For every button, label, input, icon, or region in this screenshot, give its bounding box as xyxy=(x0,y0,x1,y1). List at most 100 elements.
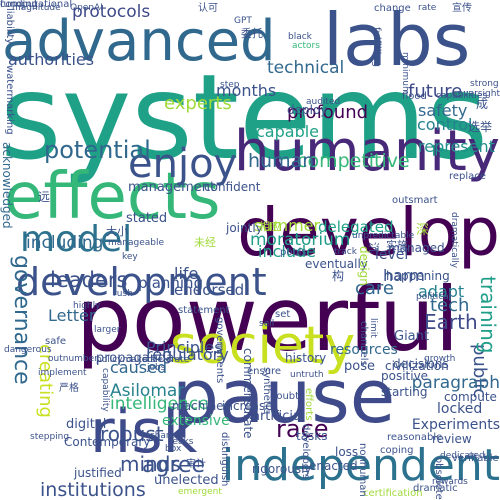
word-developers: developers xyxy=(300,424,311,480)
word-protocols: protocols xyxy=(72,2,151,22)
word-regulatory: regulatory xyxy=(146,345,229,364)
word-capable: capable xyxy=(256,122,320,141)
word-minds: minds xyxy=(120,452,181,476)
word-leaks: leaks xyxy=(170,437,194,447)
word-manageable: manageable xyxy=(108,238,165,248)
word-unpredictable: unpredictable xyxy=(352,231,415,241)
word-implement: implement xyxy=(38,368,87,378)
word-history: history xyxy=(285,351,327,365)
word-advanced: advanced xyxy=(2,9,276,74)
word-capability: capability xyxy=(100,368,110,412)
word-cjk-101: 委托 xyxy=(241,27,263,40)
word-step: step xyxy=(220,80,240,90)
word-dramatically: dramatically xyxy=(449,212,459,269)
word-capabilities: capabilities xyxy=(436,91,488,101)
word-minimum: minimum xyxy=(400,52,410,95)
word-development: development xyxy=(16,260,267,304)
word-cjk-96: 认可 xyxy=(198,3,218,14)
word-commensurate: commensurate xyxy=(241,348,255,439)
word-black: black xyxy=(288,32,312,42)
word-cjk-107: 选举 xyxy=(468,120,493,134)
word-intelligence: intelligence xyxy=(110,394,209,414)
word-watermarking: watermarking xyxy=(4,65,15,135)
word-box: box xyxy=(165,444,182,454)
word-cjk-106: 成 xyxy=(476,97,489,111)
word-robust: robust xyxy=(100,422,164,446)
word-rush: rush xyxy=(113,289,133,299)
word-stepping: stepping xyxy=(30,432,70,442)
word-computational: computational xyxy=(0,0,73,10)
word-policymakers: policymakers xyxy=(96,355,156,365)
word-effects: effects xyxy=(4,160,221,234)
word-gpt: GPT xyxy=(234,16,252,26)
word-dangerous: dangerous xyxy=(4,345,52,355)
word-liability: liability xyxy=(4,8,15,45)
word-set: set xyxy=(275,309,291,320)
word-reasonable: reasonable xyxy=(387,432,443,443)
word-cjk-117: 严格 xyxy=(59,383,79,394)
word-limit: limit xyxy=(368,318,378,338)
word-care: care xyxy=(355,278,395,299)
word-pools: pools xyxy=(280,247,307,258)
word-asilomar: Asilomar xyxy=(110,381,185,401)
word-letter: Letter xyxy=(48,306,96,325)
word-loss: loss xyxy=(335,445,359,459)
word-cjk-116: 审计 xyxy=(186,459,206,470)
word-stated: stated xyxy=(126,211,168,226)
word-experts: experts xyxy=(164,93,232,114)
word-authorities: authorities xyxy=(8,50,95,69)
word-governance: governance xyxy=(9,255,34,385)
word-rigorously: rigorously xyxy=(252,462,312,476)
word-happening: happening xyxy=(386,269,450,283)
word-enacted: enacted xyxy=(309,459,358,473)
word-key: key xyxy=(122,252,138,262)
word-represent: represent xyxy=(418,137,495,156)
word-certification: certification xyxy=(363,488,423,499)
word-design: design xyxy=(357,246,371,286)
word-flood: flood xyxy=(402,91,427,102)
word-decisions: decisions xyxy=(393,357,449,371)
word-extensive: extensive xyxy=(162,413,230,429)
word-efforts: efforts xyxy=(303,388,314,421)
word-locked: locked xyxy=(437,401,483,417)
word-accelerate: accelerate xyxy=(142,355,190,365)
word-institutions: institutions xyxy=(40,479,146,500)
word-potential: potential xyxy=(44,136,151,164)
word-oversight: oversight xyxy=(457,89,500,99)
word-future: future xyxy=(408,81,463,102)
word-fulfilling: fulfilling xyxy=(371,27,382,67)
word-powerful: powerful xyxy=(76,268,460,371)
word-training: training xyxy=(476,276,500,354)
word-outsmart: outsmart xyxy=(392,195,438,206)
word-compute: compute xyxy=(444,390,497,404)
word-sell: sell xyxy=(259,319,275,329)
word-safety: safety xyxy=(418,101,468,120)
word-channels: channels xyxy=(358,321,369,366)
word-principles: Principles xyxy=(146,338,223,357)
word-statement: statement xyxy=(178,305,230,316)
word-leaders: leaders xyxy=(50,268,128,292)
word-delegated: delegated xyxy=(318,218,394,236)
word-giant: Giant xyxy=(394,329,429,344)
word-humanity: humanity xyxy=(234,119,500,184)
word-highly: highly xyxy=(73,301,101,311)
word-planning: planning xyxy=(138,274,204,292)
word-managed: managed xyxy=(388,241,445,255)
word-including: including xyxy=(26,233,104,253)
word-systems: systems xyxy=(0,48,489,186)
word-cjk-110: 未经 xyxy=(194,236,216,249)
word-cjk-109: 大小 xyxy=(106,225,128,238)
word-outnumber: outnumber xyxy=(48,354,98,364)
word-change: change xyxy=(374,3,411,14)
word-doubt: doubt xyxy=(270,391,300,402)
word-resources: resources xyxy=(330,342,398,358)
word-jointly: jointly xyxy=(226,221,263,235)
word-include: include xyxy=(258,242,316,261)
word-summer: summer xyxy=(254,216,321,235)
word-technical: technical xyxy=(267,58,345,78)
word-management: management xyxy=(128,180,216,195)
word-magnitude: magnitude xyxy=(12,3,61,13)
word-control: control xyxy=(417,115,473,134)
word-cjk-108: 远 xyxy=(38,190,51,204)
